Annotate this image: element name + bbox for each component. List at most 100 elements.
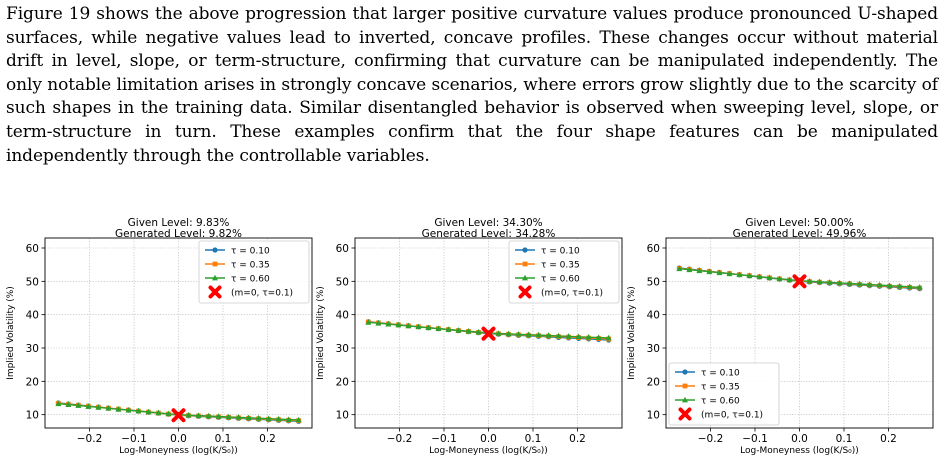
y-tick-label: 10 bbox=[647, 410, 660, 422]
x-tick-label: 0.2 bbox=[259, 433, 276, 445]
data-point bbox=[686, 266, 693, 273]
data-point bbox=[495, 330, 502, 336]
legend-marker bbox=[522, 261, 528, 267]
legend-highlight-marker bbox=[678, 407, 692, 421]
data-point bbox=[135, 407, 142, 414]
data-point bbox=[95, 404, 102, 410]
legend-box bbox=[668, 362, 780, 426]
data-point bbox=[365, 319, 372, 325]
highlight-stroke-2 bbox=[481, 326, 496, 341]
data-point bbox=[375, 320, 382, 326]
legend: τ = 0.10 τ = 0.35 τ = 0.60 (m=0, τ=0.1) bbox=[668, 362, 780, 426]
data-point bbox=[595, 334, 602, 340]
data-point bbox=[525, 331, 532, 338]
data-point bbox=[465, 328, 472, 334]
data-point bbox=[906, 283, 913, 290]
x-tick-label: 0.1 bbox=[215, 433, 232, 445]
data-point bbox=[605, 334, 612, 341]
data-point bbox=[475, 328, 482, 335]
legend-box bbox=[508, 240, 620, 304]
data-point bbox=[505, 330, 512, 337]
highlight-stroke-2 bbox=[171, 408, 186, 423]
legend-entry-highlight: (m=0, τ=0.1) bbox=[208, 285, 293, 299]
data-point bbox=[155, 409, 162, 416]
legend-marker bbox=[522, 274, 528, 281]
y-tick-label: 30 bbox=[336, 343, 349, 355]
data-point bbox=[916, 284, 923, 290]
y-axis-label: Implied Volatility (%) bbox=[316, 286, 326, 380]
legend-entry: τ = 0.60 bbox=[515, 275, 580, 285]
data-point bbox=[275, 415, 282, 422]
chart-title: Given Level: 50.00% bbox=[745, 217, 853, 229]
legend-label: τ = 0.10 bbox=[701, 369, 740, 379]
data-point bbox=[726, 270, 733, 277]
data-point bbox=[245, 414, 252, 421]
data-point bbox=[435, 325, 442, 331]
data-point bbox=[746, 272, 753, 279]
legend-entry: τ = 0.10 bbox=[515, 247, 580, 257]
legend-marker bbox=[212, 247, 218, 253]
legend-label: τ = 0.35 bbox=[541, 261, 580, 271]
data-point bbox=[125, 406, 132, 413]
chart-panel-level-low: Given Level: 9.83%Generated Level: 9.82%… bbox=[6, 217, 313, 456]
x-tick-label: −0.2 bbox=[387, 433, 413, 445]
x-tick-label: 0.2 bbox=[569, 433, 586, 445]
data-point bbox=[405, 322, 412, 329]
data-point bbox=[115, 405, 122, 412]
legend-highlight-marker bbox=[518, 285, 532, 299]
data-point bbox=[676, 265, 683, 272]
data-point bbox=[535, 331, 542, 338]
data-point bbox=[255, 415, 262, 421]
legend-entry: τ = 0.60 bbox=[675, 397, 740, 407]
data-point bbox=[585, 333, 592, 340]
chart-subtitle: Generated Level: 34.28% bbox=[422, 228, 556, 240]
legend-marker bbox=[682, 369, 688, 375]
data-point bbox=[806, 278, 813, 284]
data-point bbox=[225, 413, 232, 420]
x-axis-label: Log-Moneyness (log(K/S₀)) bbox=[119, 446, 238, 456]
data-point bbox=[776, 275, 783, 282]
data-point bbox=[756, 273, 763, 280]
data-point bbox=[736, 271, 743, 278]
data-point bbox=[716, 269, 723, 276]
y-tick-label: 60 bbox=[26, 243, 39, 255]
legend-highlight-marker bbox=[208, 285, 222, 299]
highlight-stroke-2 bbox=[518, 285, 532, 299]
highlight-marker bbox=[481, 326, 496, 341]
figure-description-paragraph: Figure 19 shows the above progression th… bbox=[6, 4, 938, 166]
data-point bbox=[866, 281, 873, 287]
y-tick-label: 30 bbox=[26, 343, 39, 355]
y-tick-label: 40 bbox=[26, 310, 39, 322]
legend-label: τ = 0.10 bbox=[541, 247, 580, 257]
highlight-marker bbox=[171, 408, 186, 423]
x-tick-label: 0.0 bbox=[480, 433, 497, 445]
highlight-stroke-2 bbox=[208, 285, 222, 299]
data-point bbox=[766, 274, 773, 281]
legend-entry: τ = 0.35 bbox=[515, 261, 580, 271]
data-point bbox=[235, 414, 242, 420]
data-point bbox=[395, 321, 402, 328]
y-tick-label: 50 bbox=[647, 276, 660, 288]
chart-title: Given Level: 9.83% bbox=[128, 217, 230, 229]
data-point bbox=[886, 282, 893, 289]
data-point bbox=[896, 283, 903, 289]
y-tick-label: 60 bbox=[336, 243, 349, 255]
data-point bbox=[385, 320, 392, 327]
x-tick-label: −0.1 bbox=[121, 433, 147, 445]
chart-panel-level-mid: Given Level: 34.30%Generated Level: 34.2… bbox=[316, 217, 623, 456]
legend-entry: τ = 0.60 bbox=[205, 275, 270, 285]
y-tick-label: 50 bbox=[26, 276, 39, 288]
legend-label: (m=0, τ=0.1) bbox=[231, 289, 293, 299]
data-point bbox=[575, 333, 582, 340]
data-point bbox=[565, 333, 572, 339]
legend-label: (m=0, τ=0.1) bbox=[701, 411, 763, 421]
legend-label: τ = 0.60 bbox=[701, 397, 740, 407]
legend-label: τ = 0.10 bbox=[231, 247, 270, 257]
y-tick-label: 10 bbox=[336, 410, 349, 422]
x-tick-label: 0.1 bbox=[836, 433, 853, 445]
data-point bbox=[856, 280, 863, 287]
y-tick-label: 20 bbox=[647, 376, 660, 388]
data-point bbox=[555, 332, 562, 339]
data-point bbox=[205, 412, 212, 419]
data-point bbox=[285, 416, 292, 422]
